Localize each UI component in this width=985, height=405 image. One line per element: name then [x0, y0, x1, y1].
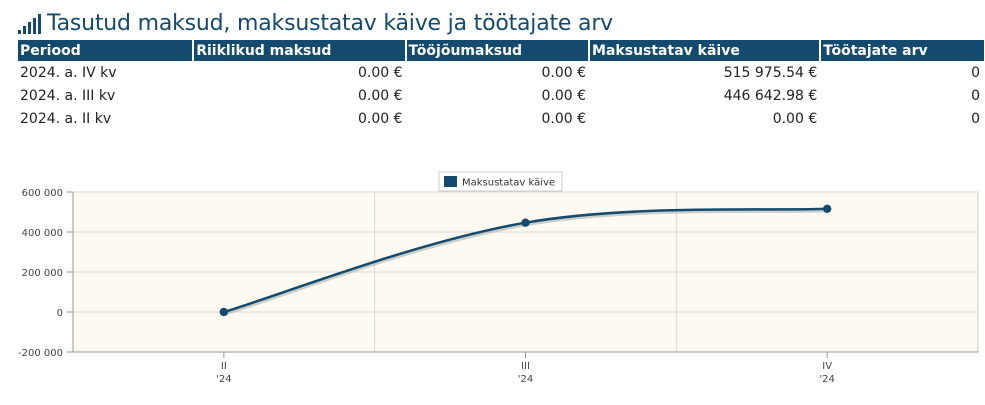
title-row: Tasutud maksud, maksustatav käive ja töö…: [18, 10, 613, 38]
x-tick-label: III: [521, 361, 530, 372]
column-header-period: Periood: [18, 40, 195, 61]
legend: Maksustatav käive: [438, 171, 563, 192]
chart-svg: 600 000 400 000 200 000 0 -200 000 II '24 III '2…: [18, 171, 979, 385]
cell-period: 2024. a. IV kv: [20, 64, 117, 81]
cell-state-taxes: 0.00 €: [358, 110, 403, 127]
legend-swatch: [444, 176, 457, 187]
cell-employees: 0: [971, 110, 980, 127]
table-header-row: Periood Riiklikud maksud Tööjõumaksud Ma…: [18, 40, 984, 61]
cell-period: 2024. a. II kv: [20, 110, 112, 127]
x-tick-label: II: [221, 361, 227, 372]
cell-employees: 0: [971, 64, 980, 81]
cell-taxable-turnover: 446 642.98 €: [723, 87, 818, 104]
y-tick-label: -200 000: [18, 348, 63, 359]
x-tick-label: IV: [822, 361, 832, 372]
data-point: [521, 218, 530, 227]
cell-period: 2024. a. III kv: [20, 87, 116, 104]
cell-labor-taxes: 0.00 €: [541, 110, 587, 127]
legend-label: Maksustatav käive: [462, 178, 555, 189]
y-tick-label: 200 000: [22, 268, 63, 279]
table-row: 2024. a. II kv 0.00 € 0.00 € 0.00 € 0: [18, 107, 984, 130]
legend-box: [438, 171, 563, 192]
table-row: 2024. a. III kv 0.00 € 0.00 € 446 642.98…: [18, 84, 984, 107]
x-tick-label-year: '24: [216, 374, 231, 385]
y-tick-label: 600 000: [22, 188, 63, 199]
signal-bars-icon: [18, 14, 41, 38]
tax-table: Periood Riiklikud maksud Tööjõumaksud Ma…: [18, 40, 984, 130]
x-tick-label-year: '24: [819, 374, 834, 385]
cell-state-taxes: 0.00 €: [358, 87, 403, 104]
x-tick-label-year: '24: [518, 374, 533, 385]
column-header-labor-taxes: Tööjõumaksud: [406, 40, 591, 61]
y-tick-label: 0: [57, 308, 63, 319]
cell-labor-taxes: 0.00 €: [541, 87, 587, 104]
page-title: Tasutud maksud, maksustatav käive ja töö…: [47, 11, 613, 36]
cell-employees: 0: [971, 87, 980, 104]
data-point: [822, 204, 832, 214]
cell-labor-taxes: 0.00 €: [541, 64, 587, 81]
y-tick-label: 400 000: [22, 228, 63, 239]
cell-state-taxes: 0.00 €: [358, 64, 403, 81]
column-header-employees: Töötajate arv: [821, 40, 984, 61]
table-row: 2024. a. IV kv 0.00 € 0.00 € 515 975.54 …: [18, 61, 984, 84]
data-point: [219, 307, 229, 317]
turnover-chart: 600 000 400 000 200 000 0 -200 000 II '24 III '2…: [0, 165, 985, 401]
column-header-state-taxes: Riiklikud maksud: [194, 40, 407, 61]
column-header-taxable-turnover: Maksustatav käive: [590, 40, 822, 61]
cell-taxable-turnover: 0.00 €: [772, 110, 818, 127]
cell-taxable-turnover: 515 975.54 €: [723, 64, 818, 81]
